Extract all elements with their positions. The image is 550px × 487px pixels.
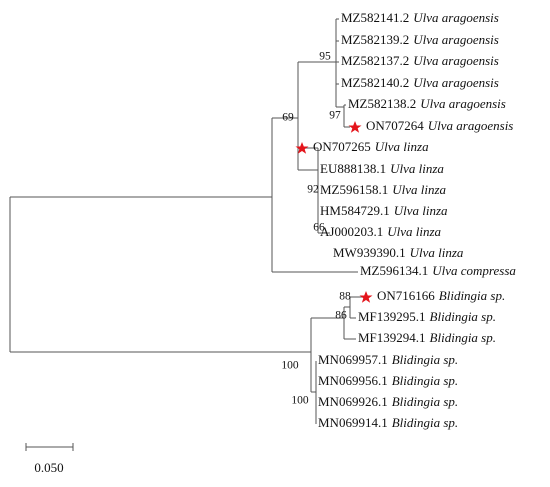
bootstrap-label: 100 (281, 360, 299, 372)
star (348, 121, 362, 133)
species: Ulva linza (410, 245, 464, 260)
accession: MZ582140.2 (341, 75, 409, 90)
accession: MN069926.1 (318, 394, 388, 409)
species: Blidingia sp. (392, 415, 458, 430)
leaf-label: MZ582141.2 Ulva aragoensis (341, 10, 499, 25)
leaf-label: MZ596134.1 Ulva compressa (360, 263, 516, 278)
leaf-label: ON707265 Ulva linza (313, 139, 429, 154)
accession: MZ582137.2 (341, 53, 409, 68)
species: Ulva linza (375, 139, 429, 154)
leaf-label: MN069956.1 Blidingia sp. (318, 373, 458, 388)
bootstrap-label: 69 (282, 112, 294, 124)
species: Ulva linza (390, 161, 444, 176)
leaf-label: MW939390.1 Ulva linza (333, 245, 464, 260)
accession: HM584729.1 (320, 203, 390, 218)
leaf-label: HM584729.1 Ulva linza (320, 203, 448, 218)
bootstrap-label: 100 (291, 395, 309, 407)
bootstrap-label: 95 (319, 51, 331, 63)
species: Ulva aragoensis (413, 75, 499, 90)
scale-label: 0.050 (34, 460, 63, 475)
leaf-label: MN069914.1 Blidingia sp. (318, 415, 458, 430)
leaf-label: ON707264 Ulva aragoensis (366, 118, 513, 133)
species: Blidingia sp. (439, 288, 505, 303)
leaf-label: MN069957.1 Blidingia sp. (318, 352, 458, 367)
accession: MZ596134.1 (360, 263, 428, 278)
accession: MZ582138.2 (348, 96, 416, 111)
species: Blidingia sp. (392, 373, 458, 388)
leaf-label: MZ582138.2 Ulva aragoensis (348, 96, 506, 111)
leaf-label: MN069926.1 Blidingia sp. (318, 394, 458, 409)
species: Blidingia sp. (392, 352, 458, 367)
species: Ulva compressa (432, 263, 516, 278)
species: Ulva aragoensis (420, 96, 506, 111)
species: Blidingia sp. (392, 394, 458, 409)
species: Ulva linza (387, 224, 441, 239)
leaf-label: MF139294.1 Blidingia sp. (358, 330, 496, 345)
star (295, 142, 309, 154)
species: Blidingia sp. (430, 309, 496, 324)
accession: MN069914.1 (318, 415, 388, 430)
accession: ON716166 (377, 288, 435, 303)
accession: MN069956.1 (318, 373, 388, 388)
accession: MF139294.1 (358, 330, 426, 345)
accession: MF139295.1 (358, 309, 426, 324)
branches (9, 18, 362, 424)
bootstrap-label: 66 (313, 222, 325, 234)
star (359, 291, 373, 303)
accession: MZ582139.2 (341, 32, 409, 47)
leaf-label: MZ596158.1 Ulva linza (320, 182, 447, 197)
scale-bar (25, 443, 74, 451)
accession: MZ582141.2 (341, 10, 409, 25)
accession: EU888138.1 (320, 161, 386, 176)
leaf-label: EU888138.1 Ulva linza (320, 161, 444, 176)
leaf-label: AJ000203.1 Ulva linza (320, 224, 442, 239)
accession: AJ000203.1 (320, 224, 383, 239)
species: Ulva aragoensis (413, 10, 499, 25)
species: Blidingia sp. (430, 330, 496, 345)
bootstrap-label: 97 (329, 110, 341, 122)
bootstrap-label: 92 (307, 184, 319, 196)
leaf-label: MF139295.1 Blidingia sp. (358, 309, 496, 324)
species: Ulva linza (394, 203, 448, 218)
bootstrap-label: 88 (339, 291, 351, 303)
accession: ON707265 (313, 139, 371, 154)
leaf-label: MZ582140.2 Ulva aragoensis (341, 75, 499, 90)
leaf-label: MZ582139.2 Ulva aragoensis (341, 32, 499, 47)
accession: ON707264 (366, 118, 424, 133)
accession: MN069957.1 (318, 352, 388, 367)
species: Ulva aragoensis (413, 53, 499, 68)
species: Ulva aragoensis (413, 32, 499, 47)
species: Ulva aragoensis (428, 118, 514, 133)
species: Ulva linza (392, 182, 446, 197)
leaf-label: MZ582137.2 Ulva aragoensis (341, 53, 499, 68)
bootstrap-label: 86 (335, 310, 347, 322)
stars (295, 121, 373, 303)
accession: MZ596158.1 (320, 182, 388, 197)
leaf-label: ON716166 Blidingia sp. (377, 288, 505, 303)
accession: MW939390.1 (333, 245, 406, 260)
